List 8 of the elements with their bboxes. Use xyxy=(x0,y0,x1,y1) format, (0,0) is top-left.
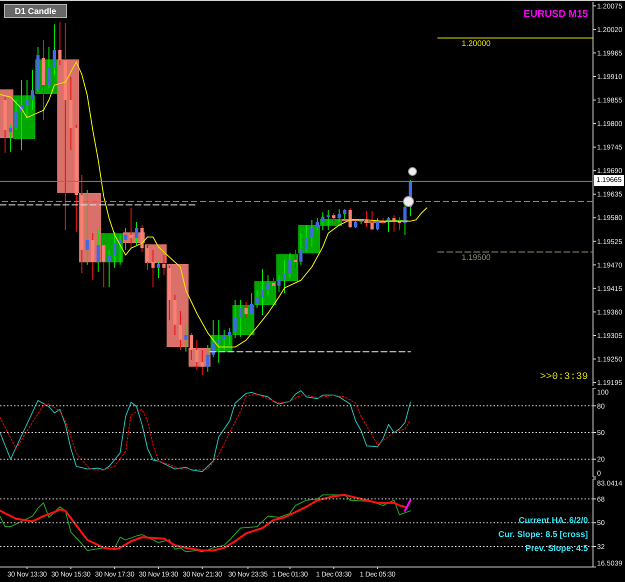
annotation: Prev. Slope: 4.5 xyxy=(525,543,588,553)
annotation: Current HA: 6/2/0 xyxy=(518,515,588,525)
annotation: D1 Candle xyxy=(4,4,67,18)
text: EURUSD M15 xyxy=(524,9,588,20)
annotation: >>0:3:39 xyxy=(540,372,588,383)
annotation: 1.20000 xyxy=(460,38,492,48)
annotation: Cur. Slope: 8.5 [cross] xyxy=(498,529,588,539)
annotation: 1.19500 xyxy=(460,253,492,262)
